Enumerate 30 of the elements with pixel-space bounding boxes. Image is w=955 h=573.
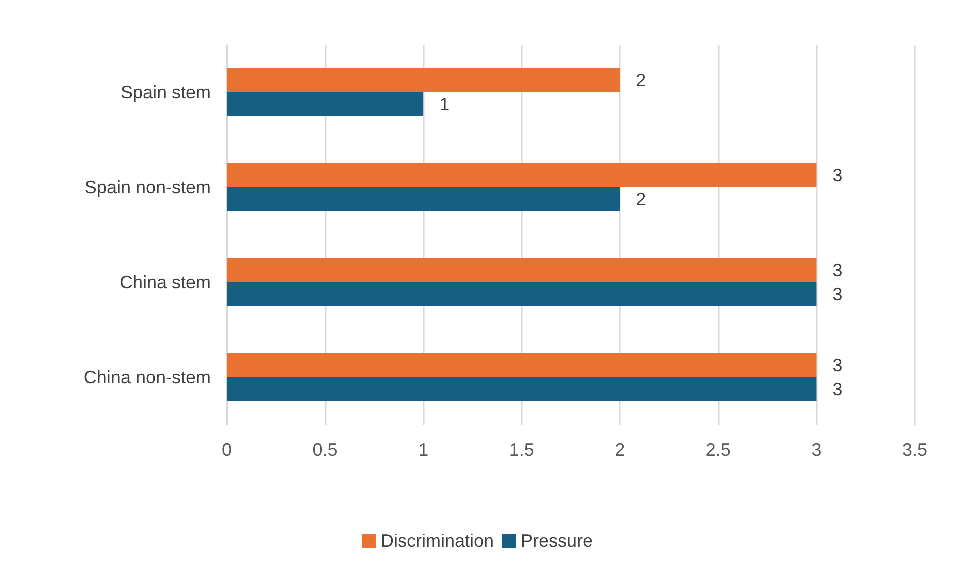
bar — [227, 188, 620, 212]
data-label: 2 — [636, 190, 646, 210]
data-label: 3 — [832, 356, 843, 376]
y-tick-label: China non-stem — [84, 368, 211, 388]
bar — [227, 354, 817, 378]
data-label: 1 — [440, 94, 450, 114]
data-label: 3 — [832, 260, 843, 280]
x-tick-label: 1.5 — [509, 440, 534, 460]
legend-label: Discrimination — [380, 531, 494, 551]
x-tick-label: 0.5 — [312, 440, 338, 460]
bar — [227, 378, 817, 402]
y-tick-label: Spain stem — [120, 82, 211, 102]
x-tick-label: 2.5 — [706, 440, 731, 460]
data-label: 3 — [832, 284, 843, 304]
x-tick-label: 3 — [812, 440, 822, 460]
y-tick-label: Spain non-stem — [84, 178, 211, 198]
x-tick-label: 1 — [418, 440, 429, 460]
bar — [227, 258, 817, 282]
data-label: 3 — [832, 380, 843, 400]
bar — [227, 282, 817, 306]
data-label: 2 — [636, 70, 646, 90]
x-tick-label: 3.5 — [902, 440, 928, 460]
bar — [227, 164, 817, 188]
data-label: 3 — [832, 166, 843, 186]
x-tick-label: 2 — [615, 440, 626, 460]
bar — [227, 68, 620, 92]
y-tick-label: China stem — [120, 272, 211, 292]
legend-label: Pressure — [521, 531, 594, 551]
x-tick-label: 0 — [222, 440, 232, 460]
bar — [227, 92, 424, 116]
